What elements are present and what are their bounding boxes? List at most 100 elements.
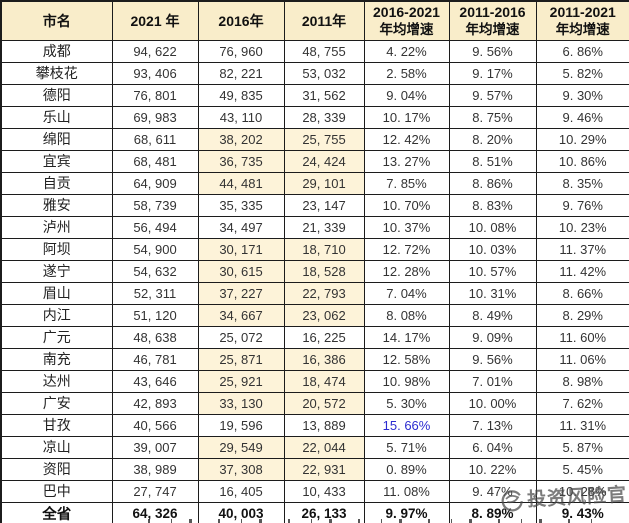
value-cell: 64, 909 bbox=[111, 171, 199, 195]
growth-cell: 9. 04% bbox=[363, 83, 450, 107]
table-row: 泸州 56, 494 34, 497 21, 339 10. 37% 10. 08% 10.… bbox=[0, 215, 629, 239]
value-cell: 42, 893 bbox=[111, 391, 199, 415]
value-cell: 18, 528 bbox=[283, 259, 365, 283]
value-cell: 37, 227 bbox=[197, 281, 285, 305]
city-cell: 广安 bbox=[0, 391, 113, 415]
growth-cell: 6. 86% bbox=[535, 39, 629, 63]
col-header-growth-2016-2021: 2016-2021 年均增速 bbox=[363, 0, 450, 41]
table-row: 广元 48, 638 25, 072 16, 225 14. 17% 9. 09% 11. … bbox=[0, 325, 629, 349]
growth-cell: 8. 49% bbox=[448, 303, 537, 327]
value-cell: 39, 007 bbox=[111, 435, 199, 459]
value-cell: 23, 062 bbox=[283, 303, 365, 327]
value-cell: 29, 101 bbox=[283, 171, 365, 195]
growth-cell: 9. 97% bbox=[363, 501, 450, 523]
growth-cell: 12. 28% bbox=[363, 259, 450, 283]
value-cell: 25, 755 bbox=[283, 127, 365, 151]
value-cell: 38, 202 bbox=[197, 127, 285, 151]
value-cell: 16, 386 bbox=[283, 347, 365, 371]
city-cell: 宜宾 bbox=[0, 149, 113, 173]
city-cell: 雅安 bbox=[0, 193, 113, 217]
value-cell: 27, 747 bbox=[111, 479, 199, 503]
growth-cell: 5. 71% bbox=[363, 435, 450, 459]
growth-cell: 8. 83% bbox=[448, 193, 537, 217]
value-cell: 56, 494 bbox=[111, 215, 199, 239]
growth-cell: 11. 06% bbox=[535, 347, 629, 371]
city-cell: 眉山 bbox=[0, 281, 113, 305]
city-cell: 南充 bbox=[0, 347, 113, 371]
value-cell: 48, 755 bbox=[283, 39, 365, 63]
value-cell: 23, 147 bbox=[283, 193, 365, 217]
value-cell: 69, 983 bbox=[111, 105, 199, 129]
growth-cell: 8. 66% bbox=[535, 281, 629, 305]
value-cell: 29, 549 bbox=[197, 435, 285, 459]
growth-cell: 7. 13% bbox=[448, 413, 537, 437]
cut-off-text-strip bbox=[148, 519, 598, 523]
value-cell: 22, 044 bbox=[283, 435, 365, 459]
city-cell: 甘孜 bbox=[0, 413, 113, 437]
value-cell: 40, 003 bbox=[197, 501, 285, 523]
growth-cell: 9. 17% bbox=[448, 61, 537, 85]
city-cell: 阿坝 bbox=[0, 237, 113, 261]
growth-cell: 0. 89% bbox=[363, 457, 450, 481]
table-row: 南充 46, 781 25, 871 16, 386 12. 58% 9. 56% 11. … bbox=[0, 347, 629, 371]
value-cell: 58, 739 bbox=[111, 193, 199, 217]
growth-cell: 11. 08% bbox=[363, 479, 450, 503]
city-cell: 遂宁 bbox=[0, 259, 113, 283]
growth-cell: 10. 17% bbox=[363, 105, 450, 129]
table-row: 宜宾 68, 481 36, 735 24, 424 13. 27% 8. 51% 10. … bbox=[0, 149, 629, 173]
table-body: 成都 94, 622 76, 960 48, 755 4. 22% 9. 56% 6. 86… bbox=[0, 39, 629, 523]
growth-cell: 9. 76% bbox=[535, 193, 629, 217]
city-cell: 广元 bbox=[0, 325, 113, 349]
growth-cell: 8. 29% bbox=[535, 303, 629, 327]
city-cell: 绵阳 bbox=[0, 127, 113, 151]
growth-cell: 9. 56% bbox=[448, 39, 537, 63]
value-cell: 46, 781 bbox=[111, 347, 199, 371]
value-cell: 22, 793 bbox=[283, 281, 365, 305]
growth-cell: 2. 58% bbox=[363, 61, 450, 85]
table-row: 巴中 27, 747 16, 405 10, 433 11. 08% 9. 47% 10. … bbox=[0, 479, 629, 503]
value-cell: 16, 405 bbox=[197, 479, 285, 503]
growth-cell: 13. 27% bbox=[363, 149, 450, 173]
growth-cell: 10. 86% bbox=[535, 149, 629, 173]
growth-cell: 7. 01% bbox=[448, 369, 537, 393]
growth-cell: 7. 85% bbox=[363, 171, 450, 195]
city-cell: 巴中 bbox=[0, 479, 113, 503]
growth-cell: 9. 46% bbox=[535, 105, 629, 129]
value-cell: 93, 406 bbox=[111, 61, 199, 85]
growth-cell: 12. 72% bbox=[363, 237, 450, 261]
table-header: 市名 2021 年 2016年 2011年 2016-2021 年均增速 2011… bbox=[0, 0, 629, 41]
col-header-2011: 2011年 bbox=[283, 0, 365, 41]
value-cell: 76, 801 bbox=[111, 83, 199, 107]
col-header-2016: 2016年 bbox=[197, 0, 285, 41]
table-row: 内江 51, 120 34, 667 23, 062 8. 08% 8. 49% 8. 29… bbox=[0, 303, 629, 327]
col-header-growth-2011-2021: 2011-2021 年均增速 bbox=[535, 0, 629, 41]
col-header-city: 市名 bbox=[0, 0, 113, 41]
value-cell: 68, 611 bbox=[111, 127, 199, 151]
growth-cell: 9. 30% bbox=[535, 83, 629, 107]
value-cell: 36, 735 bbox=[197, 149, 285, 173]
table-row: 全省 64, 326 40, 003 26, 133 9. 97% 8. 89% 9. 43… bbox=[0, 501, 629, 523]
table-row: 自贡 64, 909 44, 481 29, 101 7. 85% 8. 86% 8. 35… bbox=[0, 171, 629, 195]
value-cell: 82, 221 bbox=[197, 61, 285, 85]
col-header-growth-2011-2016: 2011-2016 年均增速 bbox=[448, 0, 537, 41]
value-cell: 76, 960 bbox=[197, 39, 285, 63]
growth-cell: 9. 56% bbox=[448, 347, 537, 371]
growth-cell: 7. 04% bbox=[363, 281, 450, 305]
city-cell: 达州 bbox=[0, 369, 113, 393]
value-cell: 40, 566 bbox=[111, 413, 199, 437]
growth-cell: 10. 31% bbox=[448, 281, 537, 305]
value-cell: 37, 308 bbox=[197, 457, 285, 481]
value-cell: 20, 572 bbox=[283, 391, 365, 415]
city-cell: 成都 bbox=[0, 39, 113, 63]
value-cell: 94, 622 bbox=[111, 39, 199, 63]
growth-cell: 8. 20% bbox=[448, 127, 537, 151]
value-cell: 18, 710 bbox=[283, 237, 365, 261]
value-cell: 34, 667 bbox=[197, 303, 285, 327]
growth-cell: 10. 00% bbox=[448, 391, 537, 415]
growth-cell: 5. 30% bbox=[363, 391, 450, 415]
table-row: 遂宁 54, 632 30, 615 18, 528 12. 28% 10. 57% 11.… bbox=[0, 259, 629, 283]
growth-cell: 11. 42% bbox=[535, 259, 629, 283]
city-cell: 泸州 bbox=[0, 215, 113, 239]
header-row: 市名 2021 年 2016年 2011年 2016-2021 年均增速 2011… bbox=[0, 0, 629, 41]
